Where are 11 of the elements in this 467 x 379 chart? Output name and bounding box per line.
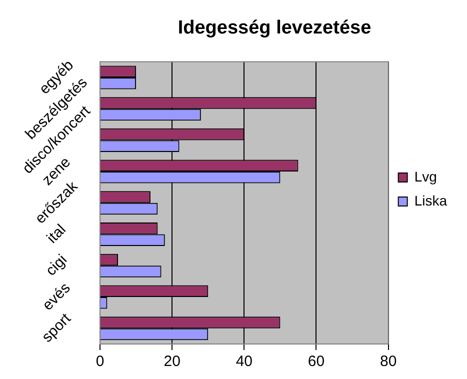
x-tick-label: 40	[236, 353, 252, 370]
x-tick-label: 60	[308, 353, 325, 370]
y-tick-label: cigi	[42, 251, 70, 280]
x-tick-label: 80	[380, 353, 397, 370]
chart-title: Idegesség levezetése	[178, 18, 372, 39]
x-tick-label: 0	[96, 353, 104, 370]
y-tick-label: evés	[39, 280, 74, 314]
y-tick-label: ital	[44, 221, 70, 247]
x-tick-label: 20	[164, 353, 180, 370]
legend-label: Lvg	[414, 168, 437, 184]
legend-label: Liska	[414, 192, 448, 208]
